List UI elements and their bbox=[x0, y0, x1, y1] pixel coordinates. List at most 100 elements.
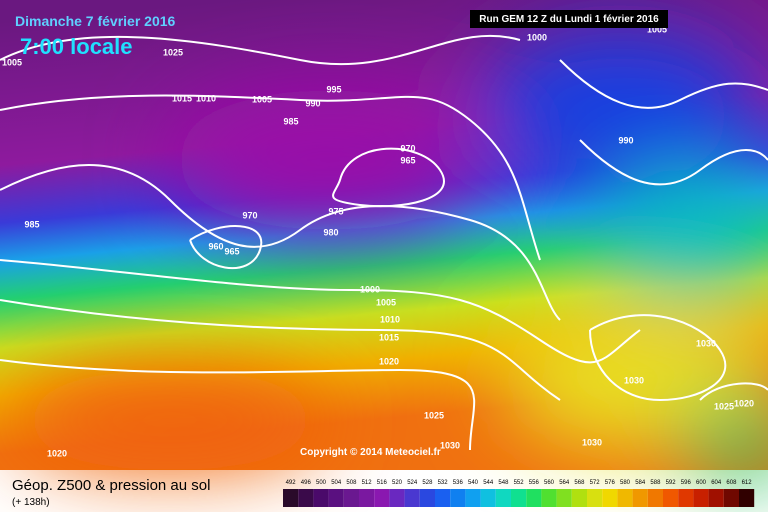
scale-label: 572 bbox=[590, 480, 601, 486]
isobar-label: 1025 bbox=[714, 401, 734, 411]
scale-label: 612 bbox=[742, 480, 753, 486]
isobar-label: 980 bbox=[323, 227, 338, 237]
scale-swatch bbox=[313, 489, 329, 507]
scale-label: 584 bbox=[635, 480, 646, 486]
isobar-label: 1030 bbox=[440, 440, 460, 450]
isobar-labels: 1025 1005 1015 1010 1005 990 995 985 970 965 970 97… bbox=[2, 24, 754, 458]
isobar-label: 1020 bbox=[379, 356, 399, 366]
isobar-label: 1005 bbox=[647, 24, 667, 34]
scale-label: 500 bbox=[316, 480, 327, 486]
scale-swatch bbox=[526, 489, 542, 507]
isobar-label: 985 bbox=[24, 219, 39, 229]
scale-swatch bbox=[511, 489, 527, 507]
isobar-label: 970 bbox=[242, 210, 257, 220]
scale-label: 600 bbox=[696, 480, 707, 486]
scale-label: 492 bbox=[286, 480, 297, 486]
scale-swatch bbox=[723, 489, 739, 507]
color-scale: 492 496 500 504 508 512 516 520 524 528 532 536 540 5… bbox=[283, 480, 755, 507]
scale-label: 504 bbox=[331, 480, 342, 486]
scale-label: 520 bbox=[392, 480, 403, 486]
scale-swatch bbox=[343, 489, 359, 507]
scale-swatch bbox=[541, 489, 557, 507]
isobar-label: 1020 bbox=[734, 398, 754, 408]
scale-label: 580 bbox=[620, 480, 631, 486]
scale-label: 496 bbox=[301, 480, 312, 486]
scale-label: 544 bbox=[483, 480, 494, 486]
isobar-label: 1025 bbox=[424, 410, 444, 420]
isobar-label: 975 bbox=[328, 206, 343, 216]
isobar-label: 1000 bbox=[527, 32, 547, 42]
footer-lead: (+ 138h) bbox=[12, 497, 50, 508]
scale-swatch bbox=[328, 489, 344, 507]
scale-swatch bbox=[678, 489, 694, 507]
isobar-label: 1005 bbox=[376, 297, 396, 307]
scale-label: 596 bbox=[681, 480, 692, 486]
copyright: Copyright © 2014 Meteociel.fr bbox=[300, 447, 441, 458]
scale-swatch bbox=[404, 489, 420, 507]
isobar-label: 990 bbox=[618, 135, 633, 145]
isobar-label: 1030 bbox=[696, 338, 716, 348]
scale-swatch bbox=[571, 489, 587, 507]
scale-label: 556 bbox=[529, 480, 540, 486]
scale-label: 540 bbox=[468, 480, 479, 486]
isobar-label: 1000 bbox=[360, 284, 380, 294]
scale-label: 508 bbox=[346, 480, 357, 486]
scale-swatch bbox=[647, 489, 663, 507]
scale-swatch bbox=[298, 489, 314, 507]
scale-swatch bbox=[435, 489, 451, 507]
scale-label: 512 bbox=[362, 480, 373, 486]
isobar-label: 1015 bbox=[379, 332, 399, 342]
scale-swatch bbox=[602, 489, 618, 507]
footer-title: Géop. Z500 & pression au sol bbox=[12, 477, 210, 494]
run-info: Run GEM 12 Z du Lundi 1 février 2016 bbox=[479, 14, 659, 25]
scale-swatch bbox=[480, 489, 496, 507]
scale-label: 548 bbox=[498, 480, 509, 486]
isobar-label: 965 bbox=[224, 246, 239, 256]
isobar-label: 965 bbox=[400, 155, 415, 165]
isobar-label: 1005 bbox=[2, 57, 22, 67]
scale-label: 576 bbox=[605, 480, 616, 486]
isobar-label: 1005 bbox=[252, 94, 272, 104]
isobar-label: 1020 bbox=[47, 448, 67, 458]
height-field bbox=[10, 30, 768, 480]
forecast-time: 7:00 locale bbox=[20, 34, 133, 59]
scale-label: 588 bbox=[650, 480, 661, 486]
isobars bbox=[0, 34, 768, 451]
scale-label: 536 bbox=[453, 480, 464, 486]
isobar-label: 985 bbox=[283, 116, 298, 126]
scale-swatch bbox=[617, 489, 633, 507]
isobar-label: 960 bbox=[208, 241, 223, 251]
scale-label: 560 bbox=[544, 480, 555, 486]
scale-swatch bbox=[374, 489, 390, 507]
scale-label: 592 bbox=[666, 480, 677, 486]
scale-swatch bbox=[419, 489, 435, 507]
scale-label: 564 bbox=[559, 480, 570, 486]
scale-swatch bbox=[556, 489, 572, 507]
scale-swatch bbox=[283, 489, 299, 507]
scale-swatch bbox=[708, 489, 724, 507]
scale-label: 608 bbox=[726, 480, 737, 486]
scale-swatch bbox=[739, 489, 755, 507]
scale-swatch bbox=[693, 489, 709, 507]
scale-swatch bbox=[359, 489, 375, 507]
isobar-label: 1010 bbox=[380, 314, 400, 324]
isobar-label: 970 bbox=[400, 143, 415, 153]
scale-swatch bbox=[450, 489, 466, 507]
scale-label: 552 bbox=[514, 480, 525, 486]
isobar-label: 1025 bbox=[163, 47, 183, 57]
scale-swatch bbox=[632, 489, 648, 507]
scale-label: 532 bbox=[438, 480, 449, 486]
scale-label: 516 bbox=[377, 480, 388, 486]
scale-label: 528 bbox=[422, 480, 433, 486]
scale-swatch bbox=[389, 489, 405, 507]
scale-swatch bbox=[495, 489, 511, 507]
run-banner bbox=[470, 10, 668, 28]
scale-swatch bbox=[465, 489, 481, 507]
isobar-label: 1015 bbox=[172, 93, 192, 103]
isobar-label: 1010 bbox=[196, 93, 216, 103]
scale-label: 524 bbox=[407, 480, 418, 486]
scale-swatch bbox=[587, 489, 603, 507]
scale-label: 604 bbox=[711, 480, 722, 486]
forecast-date: Dimanche 7 février 2016 bbox=[15, 13, 176, 29]
